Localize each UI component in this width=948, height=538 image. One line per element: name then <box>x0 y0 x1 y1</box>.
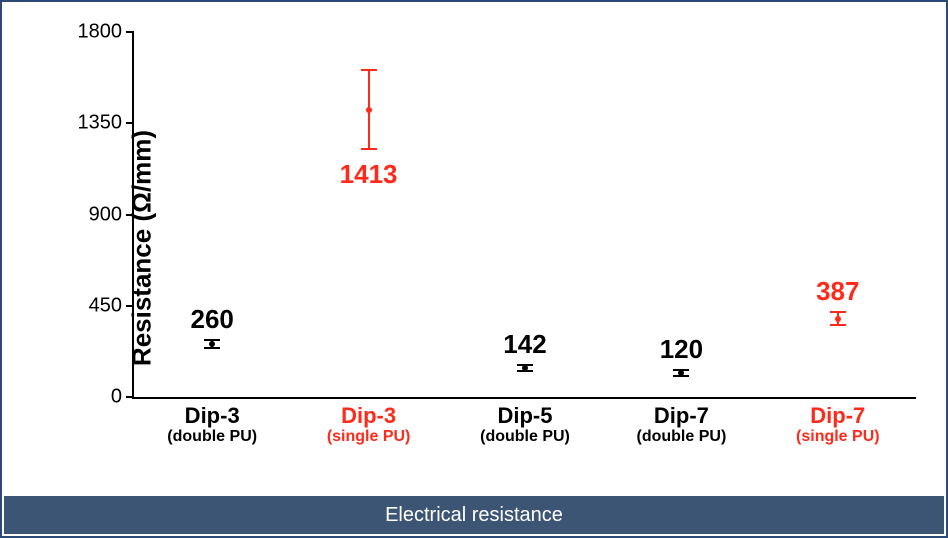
y-tick <box>126 214 134 216</box>
x-tick-label-main: Dip-7 <box>796 403 880 428</box>
value-label: 142 <box>503 329 546 360</box>
plot-area: 045090013501800260Dip-3(double PU)1413Di… <box>132 32 916 399</box>
y-tick <box>126 31 134 33</box>
data-point <box>366 107 372 113</box>
x-tick-label: Dip-7(single PU) <box>796 403 880 447</box>
x-tick-label-main: Dip-3 <box>167 403 257 428</box>
x-tick-label-sub: (double PU) <box>167 428 257 446</box>
x-tick-label-sub: (single PU) <box>796 428 880 446</box>
error-cap <box>361 148 377 150</box>
x-tick-label: Dip-3(single PU) <box>327 403 411 447</box>
x-tick-label-main: Dip-3 <box>327 403 411 428</box>
data-point <box>835 316 841 322</box>
x-tick-label-main: Dip-5 <box>480 403 570 428</box>
x-tick-label-sub: (double PU) <box>637 428 727 446</box>
x-tick-label: Dip-5(double PU) <box>480 403 570 447</box>
value-label: 387 <box>816 276 859 307</box>
error-cap <box>830 324 846 326</box>
value-label: 260 <box>190 304 233 335</box>
value-label: 1413 <box>340 159 398 190</box>
y-tick <box>126 305 134 307</box>
y-tick-label: 1800 <box>78 21 123 44</box>
y-tick <box>126 122 134 124</box>
x-tick-label: Dip-3(double PU) <box>167 403 257 447</box>
caption-bar: Electrical resistance <box>4 496 944 534</box>
error-cap <box>204 347 220 349</box>
error-cap <box>830 311 846 313</box>
x-tick-label-sub: (double PU) <box>480 428 570 446</box>
error-cap <box>361 69 377 71</box>
chart-area: Resistance (Ω/mm) 045090013501800260Dip-… <box>2 2 946 494</box>
y-tick-label: 900 <box>89 203 122 226</box>
x-tick-label: Dip-7(double PU) <box>637 403 727 447</box>
y-tick-label: 1350 <box>78 112 123 135</box>
value-label: 120 <box>660 334 703 365</box>
figure-container: Resistance (Ω/mm) 045090013501800260Dip-… <box>0 0 948 538</box>
y-tick-label: 450 <box>89 294 122 317</box>
x-tick-label-main: Dip-7 <box>637 403 727 428</box>
y-tick-label: 0 <box>111 386 122 409</box>
x-tick-label-sub: (single PU) <box>327 428 411 446</box>
y-tick <box>126 396 134 398</box>
